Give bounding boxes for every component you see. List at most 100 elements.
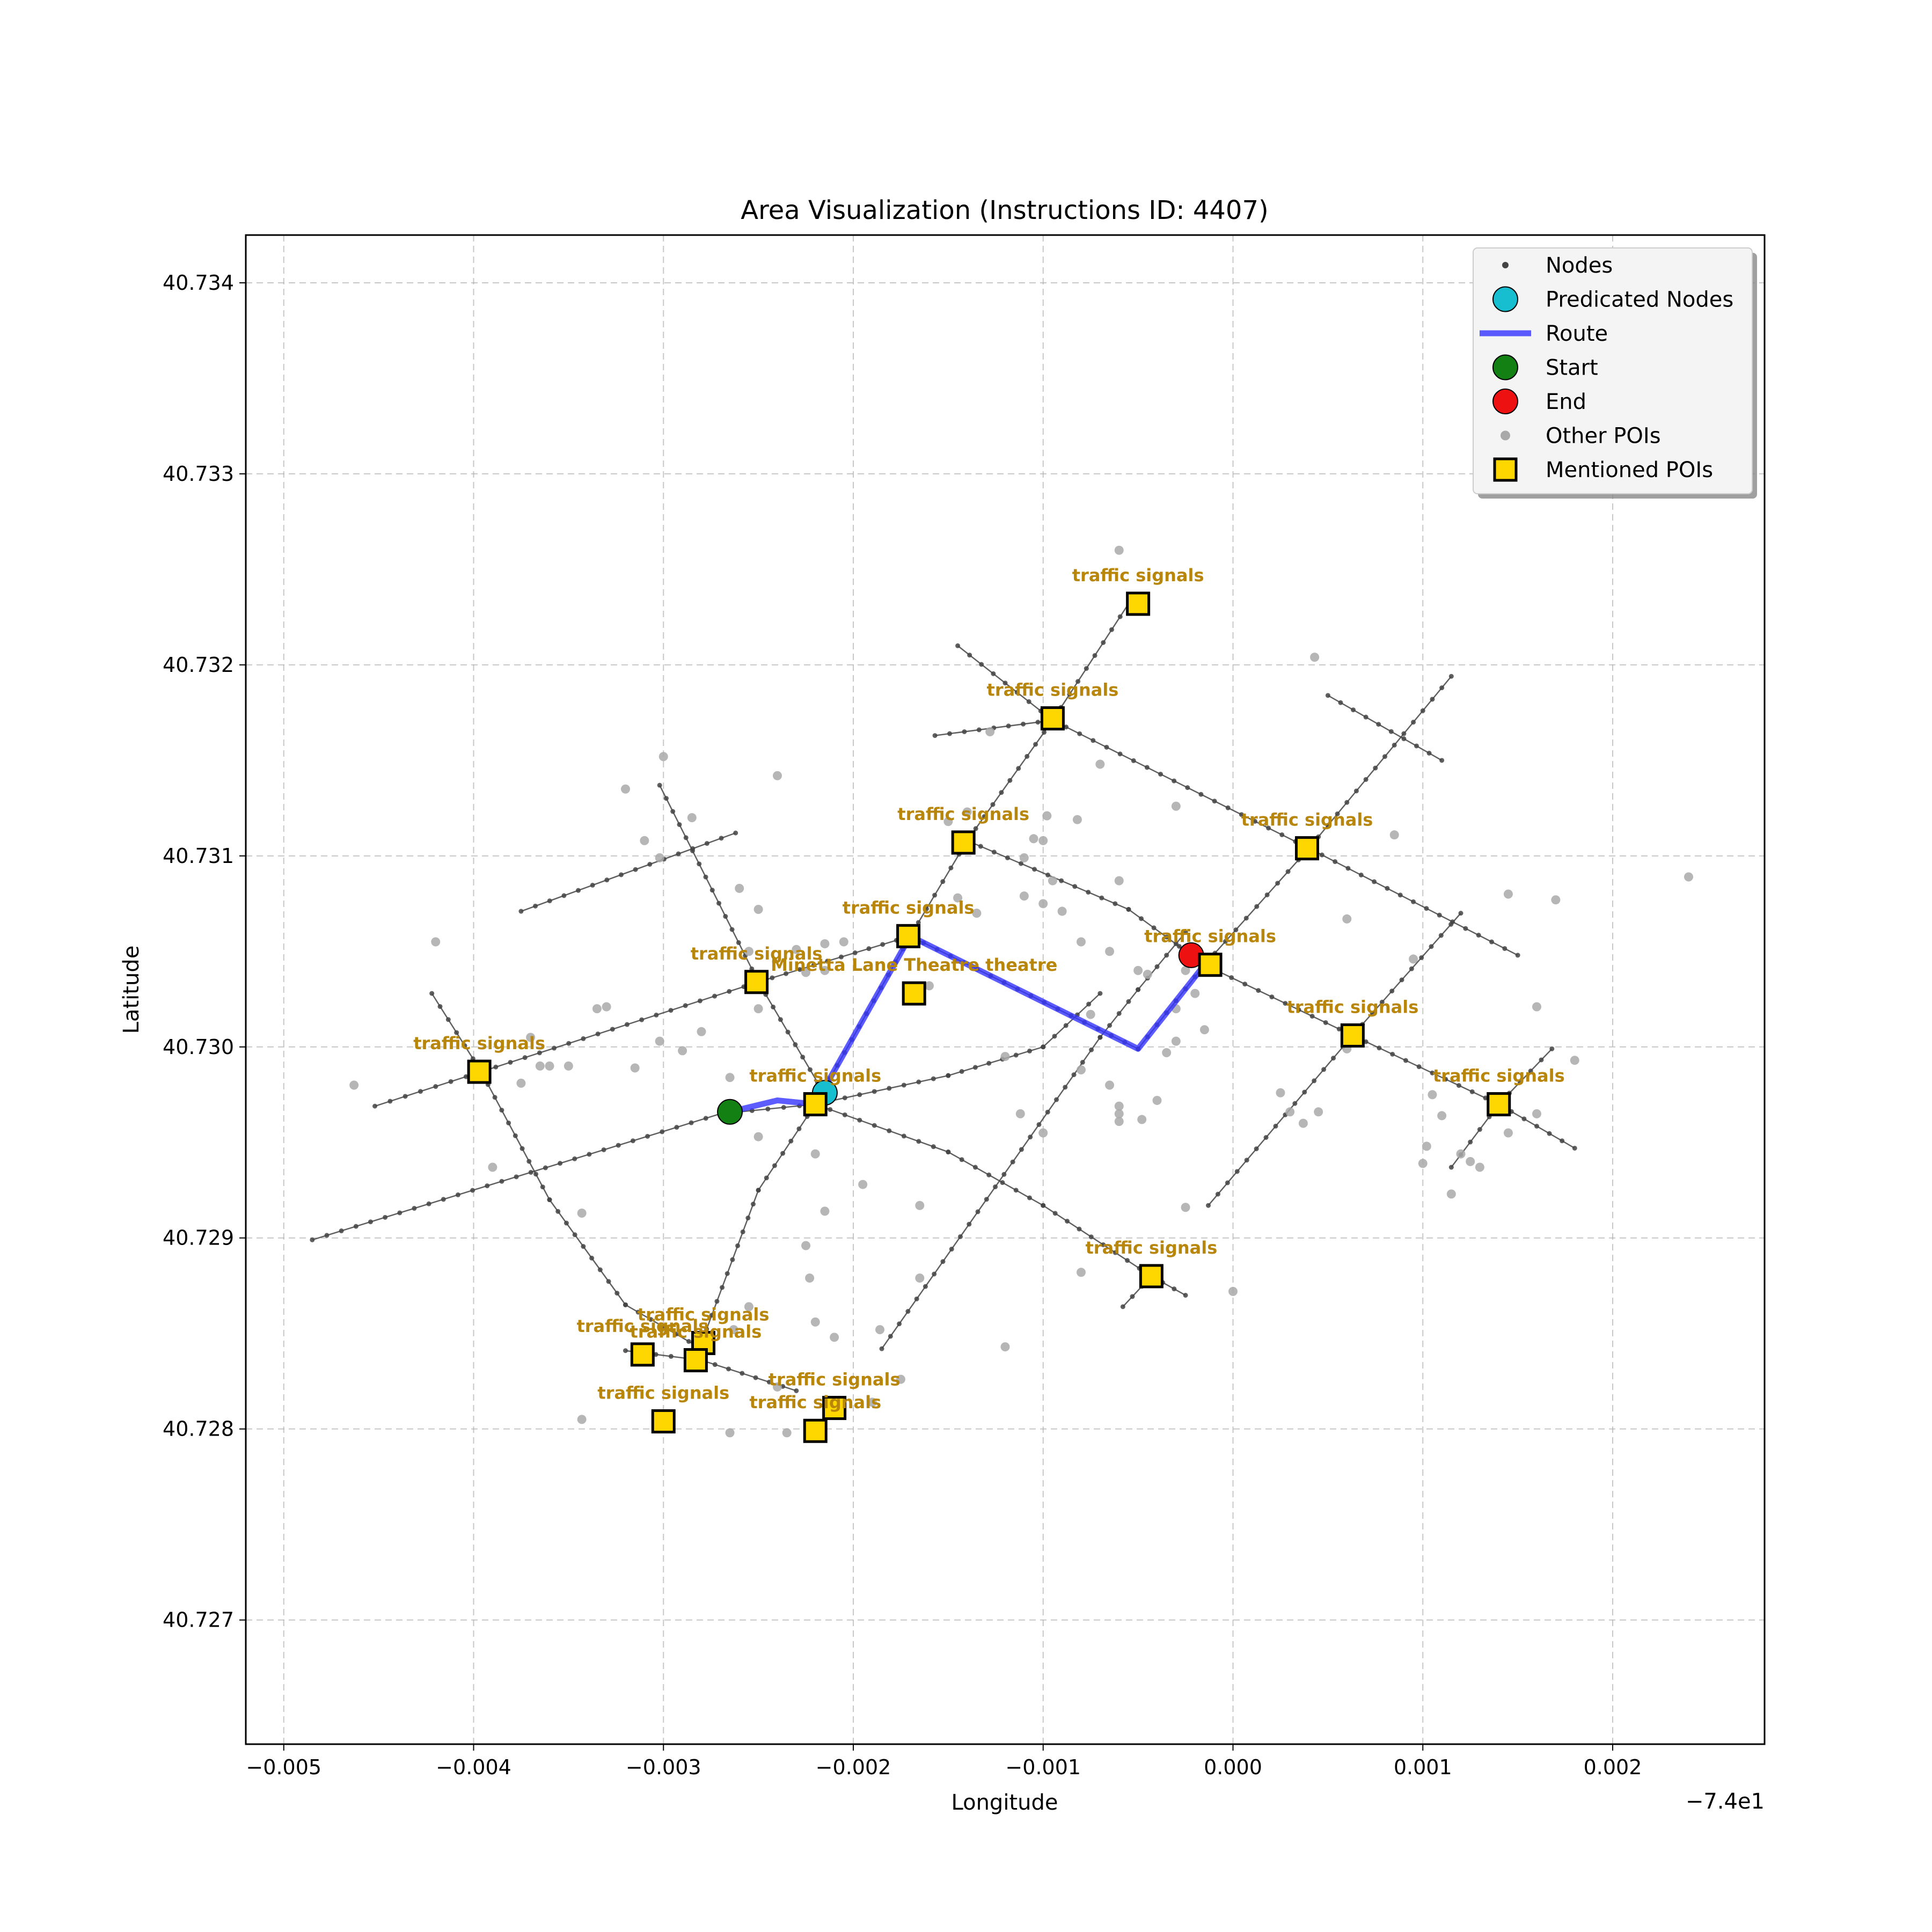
node-point xyxy=(1125,1258,1130,1263)
node-point xyxy=(1363,1039,1368,1044)
node-point xyxy=(1006,723,1011,729)
node-point xyxy=(764,1175,769,1181)
node-point xyxy=(418,1089,423,1094)
node-point xyxy=(1027,1195,1032,1201)
node-point xyxy=(984,1197,989,1202)
node-point xyxy=(657,782,662,788)
node-point xyxy=(1089,1047,1094,1052)
mentioned-poi-label: Minetta Lane Theatre theatre xyxy=(771,955,1057,975)
node-point xyxy=(753,1375,758,1380)
node-point xyxy=(946,1073,951,1078)
node-point xyxy=(639,1017,645,1022)
node-point xyxy=(1351,707,1356,713)
node-point xyxy=(561,893,567,898)
node-point xyxy=(1521,1116,1527,1122)
node-point xyxy=(1333,859,1338,865)
other-poi-point xyxy=(867,1397,877,1407)
node-point xyxy=(852,950,858,955)
node-point xyxy=(993,1184,998,1189)
node-point xyxy=(604,877,610,883)
node-point xyxy=(1335,811,1340,817)
node-point xyxy=(967,1221,972,1227)
node-point xyxy=(1215,1191,1220,1197)
other-poi-point xyxy=(1314,1107,1323,1117)
node-point xyxy=(1336,1026,1342,1031)
other-poi-point xyxy=(1114,1117,1124,1126)
other-poi-point xyxy=(1409,954,1418,964)
node-point xyxy=(1244,1158,1249,1163)
node-point xyxy=(1319,852,1324,858)
node-point xyxy=(677,822,682,827)
node-point xyxy=(623,1348,628,1353)
y-axis-label: Latitude xyxy=(119,946,144,1034)
mentioned-poi-label: traffic signals xyxy=(691,943,823,964)
node-point xyxy=(1151,925,1157,931)
other-poi-point xyxy=(820,1206,830,1216)
node-point xyxy=(838,954,844,960)
node-point xyxy=(1212,799,1217,804)
mentioned-poi-label: traffic signals xyxy=(1286,997,1418,1017)
node-point xyxy=(723,914,728,919)
node-point xyxy=(999,790,1004,795)
node-point xyxy=(1052,1211,1058,1216)
node-point xyxy=(689,1120,694,1125)
node-point xyxy=(1000,1180,1005,1185)
node-point xyxy=(1172,778,1177,784)
node-point xyxy=(1131,758,1136,763)
node-point xyxy=(1401,731,1407,736)
other-poi-point xyxy=(1114,545,1124,555)
node-point xyxy=(1302,1089,1307,1095)
y-tick-label: 40.728 xyxy=(163,1417,234,1441)
node-point xyxy=(690,848,695,853)
node-point xyxy=(1275,881,1280,886)
node-point xyxy=(1439,758,1445,763)
other-poi-point xyxy=(1000,1052,1010,1062)
node-point xyxy=(595,1031,601,1037)
mentioned-poi-marker xyxy=(822,1396,847,1421)
node-point xyxy=(441,1197,446,1202)
other-poi-point xyxy=(1310,653,1320,662)
node-point xyxy=(1385,885,1390,891)
other-poi-point xyxy=(753,1132,763,1141)
mentioned-poi-label: traffic signals xyxy=(597,1382,729,1403)
other-poi-point xyxy=(1057,906,1067,916)
other-poi-point xyxy=(1342,914,1352,924)
other-poi-point xyxy=(630,1063,640,1073)
node-point xyxy=(1363,714,1368,720)
node-point xyxy=(1116,1011,1122,1016)
legend-box xyxy=(1473,247,1753,494)
mentioned-poi-label: traffic signals xyxy=(1085,1238,1217,1258)
node-point xyxy=(697,998,702,1004)
node-point xyxy=(1071,1072,1077,1078)
other-poi-point xyxy=(1114,1109,1124,1118)
node-point xyxy=(959,1157,964,1162)
node-point xyxy=(781,1105,786,1110)
other-poi-point xyxy=(972,909,982,918)
node-point xyxy=(526,1159,532,1164)
x-tick-label: 0.001 xyxy=(1394,1755,1452,1779)
other-poi-point xyxy=(1503,889,1513,899)
other-poi-point xyxy=(915,1273,925,1283)
node-point xyxy=(1225,1180,1230,1185)
other-poi-point xyxy=(1029,834,1038,844)
node-point xyxy=(508,1059,513,1065)
node-point xyxy=(686,1339,691,1344)
node-point xyxy=(1223,939,1228,944)
other-poi-point xyxy=(1015,1109,1025,1118)
other-poi-point xyxy=(773,771,782,780)
node-point xyxy=(543,1165,548,1170)
node-point xyxy=(1401,736,1407,742)
node-point xyxy=(932,733,938,738)
other-poi-point xyxy=(744,1302,753,1312)
node-point xyxy=(429,991,435,996)
node-point xyxy=(750,1202,756,1207)
other-poi-point xyxy=(943,817,953,826)
node-point xyxy=(1104,744,1109,750)
node-point xyxy=(712,1362,718,1367)
node-point xyxy=(581,1244,586,1249)
mentioned-poi-label: traffic signals xyxy=(987,680,1119,700)
node-point xyxy=(729,927,735,932)
node-point xyxy=(558,1161,563,1166)
node-point xyxy=(633,867,638,872)
mentioned-poi-marker xyxy=(1126,591,1151,616)
